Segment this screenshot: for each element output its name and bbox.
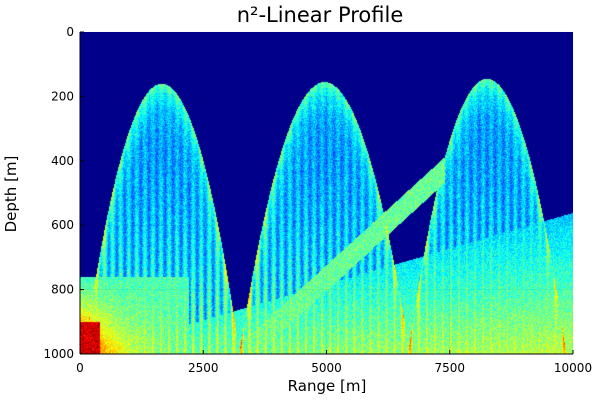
y-tick-label: 400 (51, 154, 74, 168)
x-tick-label: 10000 (554, 361, 592, 375)
y-tick-label: 200 (51, 89, 74, 103)
y-axis-label: Depth [m] (2, 156, 20, 233)
y-tick-label: 0 (66, 25, 74, 39)
x-tick-label: 0 (76, 361, 84, 375)
heatmap-image (80, 32, 573, 354)
plot-area (80, 32, 573, 354)
chart-title: n²-Linear Profile (237, 3, 404, 27)
x-tick-label: 7500 (434, 361, 465, 375)
x-axis-label: Range [m] (288, 377, 367, 395)
x-tick-label: 5000 (311, 361, 342, 375)
y-tick-label: 600 (51, 218, 74, 232)
y-tick-label: 1000 (43, 347, 74, 361)
axes: 0 2500 5000 7500 10000 0 200 400 600 800 1000 (43, 25, 592, 375)
x-tick-label: 2500 (188, 361, 219, 375)
y-tick-label: 800 (51, 283, 74, 297)
